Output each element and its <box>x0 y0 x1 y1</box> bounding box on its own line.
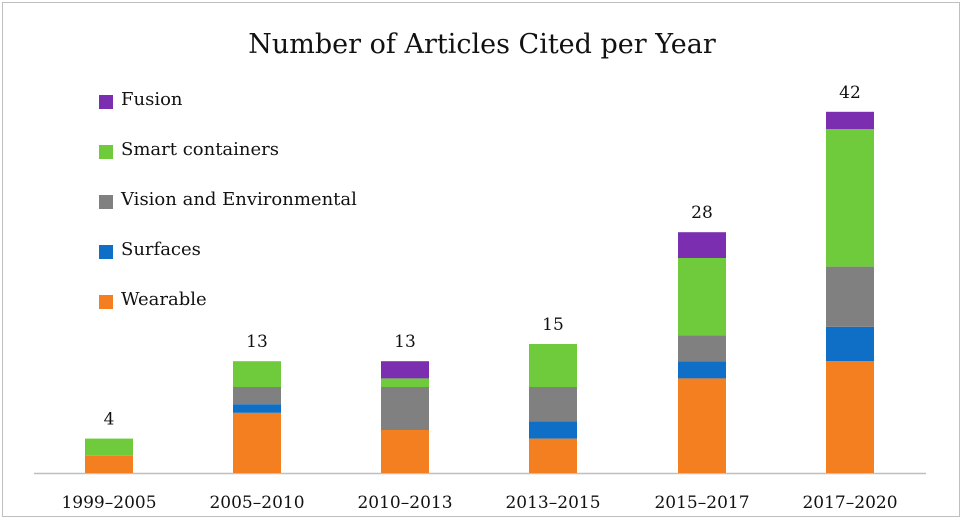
bar-segment-vision-and-environmental <box>678 335 726 362</box>
bar-segment-vision-and-environmental <box>529 387 577 422</box>
bar-segment-wearable <box>233 412 281 473</box>
legend-label: Fusion <box>121 89 183 110</box>
x-tick-label: 2013–2015 <box>505 493 600 513</box>
legend-swatch <box>99 145 113 159</box>
x-tick-label: 2005–2010 <box>209 493 304 513</box>
legend-swatch <box>99 295 113 309</box>
bar-segment-surfaces <box>233 404 281 413</box>
bar-segment-smart-containers <box>826 129 874 267</box>
bar-segment-wearable <box>85 455 133 473</box>
bar-segment-surfaces <box>678 361 726 379</box>
bar-segment-vision-and-environmental <box>381 387 429 430</box>
legend-swatch <box>99 195 113 209</box>
bar-segment-smart-containers <box>678 258 726 336</box>
bar-segment-smart-containers <box>529 344 577 387</box>
bar-segment-wearable <box>678 378 726 473</box>
legend-swatch <box>99 245 113 259</box>
legend-label: Wearable <box>121 289 207 310</box>
bar-segment-fusion <box>381 361 429 379</box>
bar-segment-fusion <box>826 111 874 129</box>
bar-segment-smart-containers <box>381 378 429 387</box>
x-tick-label: 2017–2020 <box>802 493 897 513</box>
bar-total-label: 28 <box>691 203 713 223</box>
bar-segment-vision-and-environmental <box>233 387 281 405</box>
bar-total-label: 13 <box>394 332 416 352</box>
bar-segment-fusion <box>678 232 726 258</box>
bar-total-label: 42 <box>839 83 861 103</box>
bar-segment-wearable <box>826 361 874 473</box>
bar-total-label: 15 <box>542 315 564 335</box>
bar-segment-wearable <box>381 430 429 473</box>
x-tick-label: 2010–2013 <box>357 493 452 513</box>
bar-segment-surfaces <box>826 326 874 362</box>
legend-swatch <box>99 95 113 109</box>
legend-label: Smart containers <box>121 139 280 160</box>
bar-segment-smart-containers <box>85 438 133 456</box>
bar-segment-vision-and-environmental <box>826 266 874 327</box>
legend-label: Surfaces <box>121 239 201 260</box>
bar-segment-surfaces <box>529 421 577 439</box>
bar-segment-wearable <box>529 438 577 473</box>
legend-label: Vision and Environmental <box>121 189 357 210</box>
bar-total-label: 13 <box>246 332 268 352</box>
bar-segment-smart-containers <box>233 361 281 387</box>
x-tick-label: 2015–2017 <box>654 493 749 513</box>
chart-title: Number of Articles Cited per Year <box>248 29 716 60</box>
bar-total-label: 4 <box>104 410 115 430</box>
x-tick-label: 1999–2005 <box>61 493 156 513</box>
